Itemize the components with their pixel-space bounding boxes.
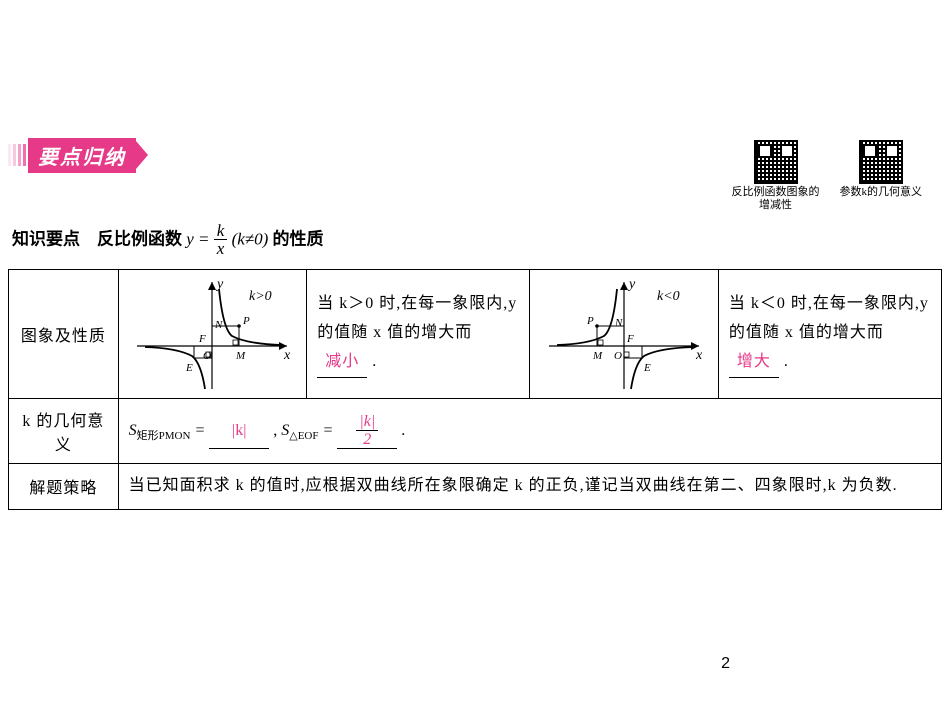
frac-numerator: k	[214, 222, 228, 240]
strategy-text: 当已知面积求 k 的值时,应根据双曲线所在象限确定 k 的正负,谨记当双曲线在第…	[118, 464, 941, 510]
topic-suffix: 的性质	[273, 230, 324, 249]
row-label-strategy: 解题策略	[9, 464, 119, 510]
table-row: k 的几何意义 S矩形PMON = |k| , S△EOF = |k| 2 .	[9, 399, 942, 464]
banner-tail	[136, 141, 148, 169]
svg-text:x: x	[283, 348, 291, 363]
qr-label-1: 反比例函数图象的增减性	[732, 186, 820, 212]
banner-decoration	[8, 144, 26, 166]
topic-prefix: 知识要点 反比例函数	[12, 230, 186, 249]
qr-icon	[859, 140, 903, 184]
svg-text:k>0: k>0	[249, 289, 272, 304]
desc-cell-positive: 当 k＞0 时,在每一象限内,y 的值随 x 值的增大而 减小 .	[307, 270, 530, 399]
eq2: =	[323, 422, 338, 439]
topic-cond: (k≠0)	[232, 230, 269, 249]
svg-text:y: y	[215, 277, 224, 292]
table-row: 解题策略 当已知面积求 k 的值时,应根据双曲线所在象限确定 k 的正负,谨记当…	[9, 464, 942, 510]
desc-cell-negative: 当 k＜0 时,在每一象限内,y 的值随 x 值的增大而 增大 .	[718, 270, 941, 399]
qr-label-2: 参数k的几何意义	[840, 186, 923, 199]
table-row: 图象及性质 x y O	[9, 270, 942, 399]
qr-block-1: 反比例函数图象的增减性	[732, 140, 820, 212]
frac-d: 2	[356, 431, 378, 449]
desc2-post: .	[784, 353, 789, 370]
formula-sep: ,	[273, 422, 277, 439]
svg-text:O: O	[614, 350, 622, 362]
s-rect-sub: 矩形PMON	[137, 430, 191, 442]
svg-text:k<0: k<0	[657, 289, 680, 304]
desc2-blank: 增大	[729, 348, 779, 378]
formula-cell: S矩形PMON = |k| , S△EOF = |k| 2 .	[118, 399, 941, 464]
formula-end: .	[401, 422, 405, 439]
frac-n: |k|	[356, 414, 378, 431]
svg-text:y: y	[627, 277, 636, 292]
qr-icon	[754, 140, 798, 184]
hyperbola-graph-positive: x y O P N M E F k>0	[127, 274, 297, 394]
svg-text:M: M	[235, 350, 246, 362]
desc1-text: 当 k＞0 时,在每一象限内,y 的值随 x 值的增大而	[317, 295, 517, 341]
svg-text:P: P	[242, 315, 250, 327]
properties-table: 图象及性质 x y O	[8, 269, 942, 510]
svg-text:N: N	[614, 317, 623, 329]
graph-cell-negative: x y O P N M E F k<0	[530, 270, 719, 399]
section-banner: 要点归纳	[8, 140, 148, 170]
desc1-post: .	[372, 353, 377, 370]
desc2-text: 当 k＜0 时,在每一象限内,y 的值随 x 值的增大而	[729, 295, 929, 341]
svg-text:P: P	[586, 315, 594, 327]
formula-blank-1: |k|	[209, 413, 269, 449]
banner-title: 要点归纳	[28, 138, 136, 173]
svg-text:F: F	[198, 333, 206, 345]
svg-text:E: E	[185, 362, 193, 374]
s-tri-sub: △EOF	[289, 430, 318, 442]
hyperbola-graph-negative: x y O P N M E F k<0	[539, 274, 709, 394]
qr-block-2: 参数k的几何意义	[840, 140, 923, 212]
row-label-geom: k 的几何意义	[9, 399, 119, 464]
formula-blank-2: |k| 2	[337, 413, 397, 450]
svg-text:E: E	[643, 362, 651, 374]
topic-eq: =	[198, 230, 209, 249]
frac-denominator: x	[214, 240, 228, 259]
svg-text:N: N	[214, 319, 223, 331]
eq1: =	[194, 422, 209, 439]
svg-text:M: M	[592, 350, 603, 362]
topic-y: y	[186, 230, 194, 249]
graph-cell-positive: x y O P N M E F k>0	[118, 270, 307, 399]
s-rect: S	[129, 422, 137, 439]
svg-text:F: F	[626, 333, 634, 345]
svg-text:x: x	[695, 348, 703, 363]
page-number: 2	[721, 655, 730, 673]
row-label-graph: 图象及性质	[9, 270, 119, 399]
topic-heading: 知识要点 反比例函数 y = k x (k≠0) 的性质	[12, 222, 942, 259]
topic-fraction: k x	[214, 222, 228, 259]
desc1-blank: 减小	[317, 348, 367, 378]
